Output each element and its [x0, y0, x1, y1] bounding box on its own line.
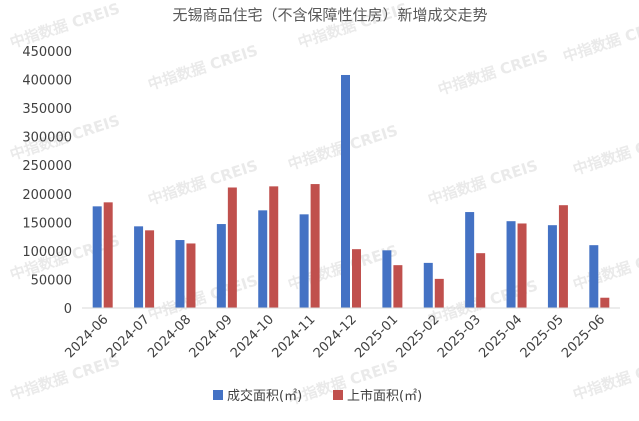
bar-listed-area: [476, 253, 486, 308]
bar-transaction-area: [299, 214, 309, 308]
bar-transaction-area: [341, 74, 350, 308]
chart-title: 无锡商品住宅（不含保障性住房）新增成交走势: [172, 6, 487, 24]
x-tick-label: 2025-01: [352, 312, 401, 361]
watermark-text: 中指数据 CREIS: [8, 351, 122, 403]
watermark-text: 中指数据 CREIS: [146, 156, 260, 208]
bar-listed-area: [517, 223, 527, 308]
bar-transaction-area: [547, 225, 557, 308]
y-tick-label: 350000: [22, 102, 72, 117]
y-axis: 0 50000 100000 150000 200000 250000 300000 3500…: [22, 45, 72, 317]
y-tick-label: 400000: [22, 74, 72, 89]
y-tick-label: 50000: [31, 273, 72, 288]
y-tick-label: 200000: [22, 188, 72, 203]
bar-transaction-area: [216, 224, 226, 308]
watermark-text: 中指数据 CREIS: [436, 46, 550, 98]
y-tick-label: 250000: [22, 159, 72, 174]
x-tick-label: 2024-12: [311, 312, 360, 361]
bar-listed-area: [310, 184, 320, 308]
watermark-text: 中指数据 CREIS: [571, 241, 639, 293]
x-tick-label: 2025-04: [476, 312, 525, 361]
bar-transaction-area: [589, 245, 599, 308]
bar-listed-area: [227, 187, 237, 308]
watermark-text: 中指数据 CREIS: [571, 126, 639, 178]
bar-listed-area: [393, 265, 403, 308]
y-tick-label: 150000: [22, 216, 72, 231]
bar-transaction-area: [134, 226, 144, 308]
bar-listed-area: [269, 186, 279, 308]
watermark-text: 中指数据 CREIS: [146, 271, 260, 323]
x-tick-label: 2024-11: [269, 312, 318, 361]
bar-listed-area: [558, 205, 568, 308]
watermark-text: 中指数据 CREIS: [561, 13, 639, 65]
y-tick-label: 100000: [22, 245, 72, 260]
legend-swatch: [213, 390, 223, 400]
watermark-text: 中指数据 CREIS: [426, 156, 540, 208]
bar-listed-area: [600, 297, 610, 308]
bars: [92, 74, 610, 308]
watermark-text: 中指数据 CREIS: [146, 41, 260, 93]
x-tick-label: 2024-07: [104, 312, 153, 361]
y-tick-label: 300000: [22, 131, 72, 146]
x-tick-label: 2025-06: [559, 312, 608, 361]
legend-label: 成交面积(㎡): [227, 388, 302, 404]
bar-transaction-area: [92, 206, 102, 308]
legend-label: 上市面积(㎡): [347, 388, 422, 404]
x-tick-label: 2024-09: [187, 312, 236, 361]
y-tick-label: 450000: [22, 45, 72, 60]
bar-transaction-area: [423, 262, 433, 308]
x-axis: 2024-062024-072024-082024-092024-102024-…: [62, 312, 608, 361]
bar-listed-area: [434, 278, 444, 308]
x-tick-label: 2025-05: [518, 312, 567, 361]
bar-listed-area: [186, 243, 196, 308]
bar-transaction-area: [175, 240, 185, 308]
watermark-text: 中指数据 CREIS: [571, 351, 639, 403]
x-tick-label: 2024-10: [228, 312, 277, 361]
bar-transaction-area: [465, 212, 475, 308]
bar-transaction-area: [258, 210, 268, 308]
x-tick-label: 2024-06: [62, 312, 111, 361]
bar-listed-area: [103, 202, 113, 308]
bar-transaction-area: [382, 250, 392, 308]
legend: 成交面积(㎡) 上市面积(㎡): [213, 388, 422, 404]
bar-transaction-area: [506, 221, 516, 308]
bar-listed-area: [145, 230, 155, 308]
x-tick-label: 2025-02: [394, 312, 443, 361]
legend-swatch: [333, 390, 343, 400]
bar-listed-area: [352, 249, 361, 308]
y-tick-label: 0: [64, 302, 72, 317]
